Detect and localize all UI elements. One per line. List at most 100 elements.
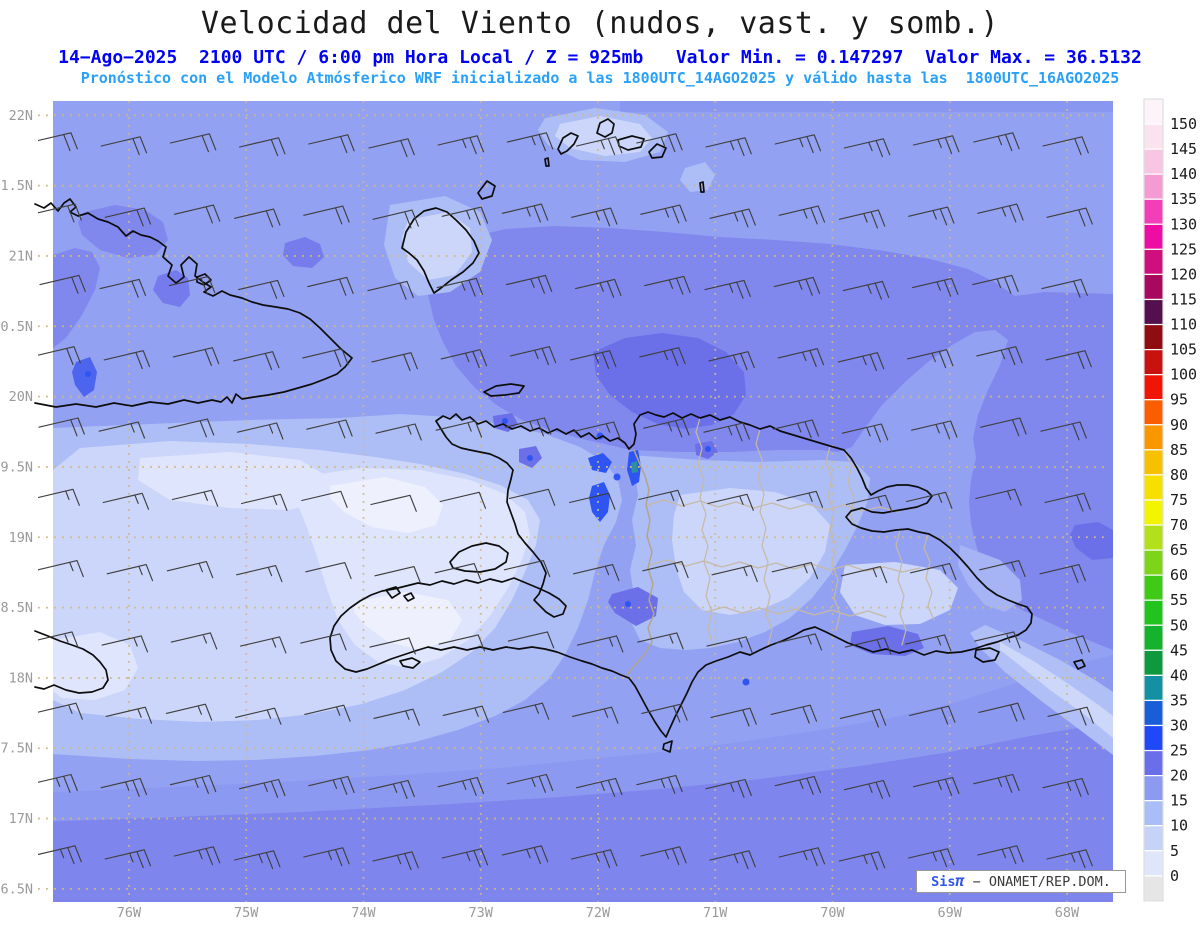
colorbar-tick-label: 55 [1170,591,1188,609]
wind-barb [977,845,1024,865]
wind-barb [170,632,218,650]
wind-barb [437,135,485,155]
lon-tick-label: 72W [586,905,611,921]
wind-barb [1048,66,1093,84]
wind-barb [707,493,754,511]
lon-tick-label: 76W [117,905,142,921]
wind-barb [99,278,147,298]
wind-barb [840,68,885,86]
colorbar-tick-label: 140 [1170,165,1197,183]
wind-barb [973,132,1020,152]
page-title: Velocidad del Viento (nudos, vast. y som… [200,6,1000,41]
wind-barb [443,65,488,83]
wind-barb [39,274,86,294]
wind-barb [906,491,953,509]
wind-barb [236,565,283,583]
colorbar-tick-label: 150 [1170,115,1197,133]
colorbar-segment [1143,775,1164,802]
wind-barb [640,204,687,224]
wind-barb [239,778,286,798]
wind-barb [978,702,1025,722]
colorbar-tick-label: 40 [1170,666,1188,684]
wind-barb [238,279,285,299]
wind-barb [979,62,1024,80]
colorbar-segment [1143,624,1164,651]
wind-barb [504,417,552,437]
wind-barb [502,702,550,720]
wind-barb [173,204,221,224]
lon-tick-label: 68W [1055,905,1080,921]
wind-barb [708,351,755,371]
wind-barb [100,777,148,797]
wind-barb [570,350,617,370]
colorbar-tick-label: 75 [1170,491,1188,509]
wind-max-speck [631,461,638,473]
wind-barb [576,136,623,156]
wind-barb [166,63,211,81]
wind-barb [1043,635,1090,655]
colorbar-segment [1143,549,1164,576]
lat-tick-label: 6.5N [0,881,33,897]
wind-barb [38,560,84,578]
colorbar-tick-label: 65 [1170,541,1188,559]
wind-barb [838,209,886,229]
wind-barb [367,280,414,300]
wind-barb [774,775,822,795]
wind-barb [100,136,148,156]
colorbar-tick-label: 70 [1170,516,1188,534]
wind-barb [912,277,959,297]
colorbar-segment [1143,223,1164,250]
wind-barb [239,137,286,157]
coastlines [34,118,1086,753]
colorbar-segment [1143,674,1164,702]
wind-barb [706,636,753,654]
lat-tick-label: 0.5N [0,319,33,335]
wind-barb [172,347,220,367]
colorbar-segment [1143,123,1164,150]
colorbar-segment [1143,499,1164,526]
wind-barb [704,279,751,299]
wind-barb [165,703,213,721]
wind-barb [1042,777,1089,797]
turks-islands [648,143,705,193]
wind-barb [166,561,214,579]
wind-barb [303,205,350,225]
colorbar-tick-label: 35 [1170,691,1188,709]
wind-barb [235,707,282,725]
colorbar-tick-label: 15 [1170,792,1188,810]
wind-barb [1046,207,1093,227]
wind-barb [508,488,556,506]
colorbar-segment [1143,524,1164,551]
colorbar-segment [1143,273,1164,301]
wind-barb [438,634,486,652]
wind-barb [38,346,81,366]
wind-barb [168,275,216,295]
wind-barb [709,850,756,870]
wind-barb [910,563,957,581]
wind-barb [241,493,288,511]
watermark-badge: Sisπ − ONAMET/REP.DOM. [916,870,1126,893]
wind-barb [1045,350,1092,370]
colorbar-segment [1143,349,1164,376]
wind-barb [778,205,826,225]
wind-barb [38,773,78,793]
wind-barb [843,779,891,799]
lon-tick-label: 73W [469,905,494,921]
wind-barb [1046,849,1093,869]
lat-tick-label: 18N [9,670,33,686]
wind-barb [369,637,416,655]
wind-barb [234,850,281,870]
wind-barb [308,775,355,795]
cayemites-islands [385,586,415,602]
wind-barb [569,492,616,510]
wind-barb [440,349,488,369]
wind-barb [38,702,83,720]
colorbar-tick-label: 25 [1170,742,1188,760]
wind-barb [575,278,622,298]
colorbar-segment [1143,825,1164,852]
wind-barb [642,63,687,81]
lat-tick-label: 9.5N [0,459,33,475]
wind-barb [778,847,826,867]
wind-barb [305,562,352,580]
wind-barb [771,562,819,580]
